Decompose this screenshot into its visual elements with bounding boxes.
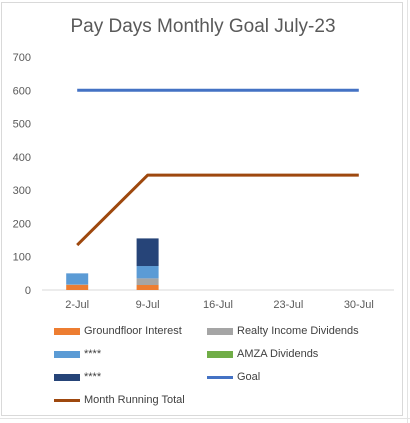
y-tick-label: 300 [13, 185, 31, 197]
legend-item: Groundfloor Interest [54, 324, 182, 338]
series-line [76, 173, 359, 247]
legend-label: Realty Income Dividends [237, 325, 359, 337]
legend-label: **** [84, 371, 102, 383]
bar-segment [136, 238, 159, 267]
y-tick-label: 500 [13, 119, 31, 131]
legend-item: Month Running Total [54, 393, 185, 407]
chart-plot: 0 100 200 300 400 500 600 700 2-Jul 9-Jul 16-Jul 23… [13, 52, 394, 311]
x-tick-label: 2-Jul [65, 299, 89, 311]
x-tick-label: 16-Jul [203, 299, 233, 311]
legend-swatch [207, 375, 233, 379]
chart-legend: Groundfloor Interest Realty Income Divide… [2, 3, 404, 417]
legend-item: AMZA Dividends [207, 347, 318, 361]
legend-item: Goal [207, 370, 260, 384]
y-tick-label: 600 [13, 85, 31, 97]
bar-segment [136, 266, 159, 279]
bar-segment [66, 285, 89, 290]
bar-segment [136, 285, 159, 290]
x-tick-label: 23-Jul [273, 299, 303, 311]
legend-swatch [54, 327, 80, 335]
legend-label: AMZA Dividends [237, 348, 319, 360]
legend-item: **** [54, 347, 101, 361]
legend-item: **** [54, 370, 101, 384]
grid-line [407, 0, 408, 423]
chart-container[interactable]: Pay Days Monthly Goal July-23 0 100 200 300… [1, 2, 403, 416]
legend-label: **** [84, 348, 102, 360]
legend-swatch [54, 373, 80, 381]
legend-swatch [54, 350, 80, 358]
legend-item: Realty Income Dividends [207, 324, 359, 338]
legend-label: Groundfloor Interest [84, 325, 182, 337]
chart-title: Pay Days Monthly Goal July-23 [70, 16, 336, 37]
legend-label: Goal [237, 371, 261, 383]
legend-swatch [207, 350, 233, 358]
bar-segment [66, 284, 89, 286]
y-tick-label: 0 [25, 285, 31, 297]
legend-label: Month Running Total [84, 394, 185, 406]
bar-segment [66, 273, 89, 285]
y-tick-label: 200 [13, 218, 31, 230]
y-tick-label: 100 [13, 252, 31, 264]
y-tick-label: 400 [13, 152, 31, 164]
bar-segment [136, 278, 159, 286]
x-tick-label: 9-Jul [136, 299, 160, 311]
legend-swatch [207, 327, 233, 335]
x-tick-label: 30-Jul [344, 299, 374, 311]
y-tick-label: 700 [13, 52, 31, 64]
grid-line [0, 418, 410, 419]
legend-swatch [54, 398, 80, 402]
